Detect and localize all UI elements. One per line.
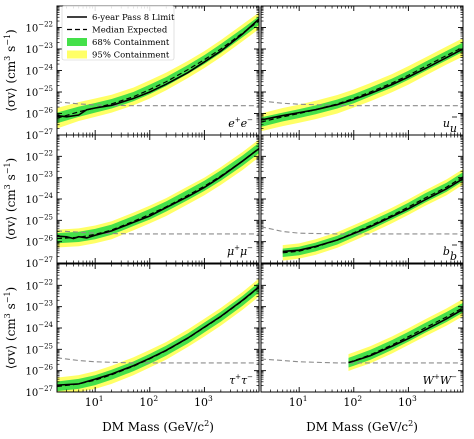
y-axis-label: ⟨σv⟩ (cm3 s−1) <box>3 29 18 112</box>
y-tick-label: 10−27 <box>25 128 53 142</box>
y-axis-label: ⟨σv⟩ (cm3 s−1) <box>3 158 18 241</box>
panel-6: 101 102 103 W+W− <box>260 263 464 409</box>
x-tick-label: 101 <box>289 394 308 409</box>
limit-line <box>57 18 259 118</box>
y-tick-label: 10−25 <box>25 342 53 356</box>
thermal-relic-line <box>57 101 259 107</box>
y-tick-label: 10−26 <box>25 107 53 121</box>
legend-swatch-68 <box>67 38 87 46</box>
x-tick-label: 102 <box>139 394 158 409</box>
panel-4: bb <box>260 134 464 264</box>
x-tick-label: 103 <box>194 394 213 409</box>
panel-1: 10−27 10−26 10−25 10−24 10−23 10−22 e+e− <box>25 5 260 142</box>
channel-label: W+W− <box>423 373 458 387</box>
channel-label: μ+μ− <box>227 244 253 258</box>
legend-swatch-95 <box>67 50 87 59</box>
y-tick-label: 10−22 <box>25 21 53 35</box>
median-expected-line <box>57 147 259 240</box>
legend-label: 95% Containment <box>92 51 170 61</box>
thermal-relic-line <box>57 230 259 235</box>
plot-area <box>57 12 259 129</box>
y-axis-label: ⟨σv⟩ (cm3 s−1) <box>3 287 18 370</box>
limit-line <box>282 177 463 253</box>
y-tick-label: 10−22 <box>25 278 53 292</box>
thermal-relic-line <box>261 226 463 235</box>
y-tick-label: 10−25 <box>25 213 53 227</box>
thermal-relic-line <box>57 357 259 364</box>
y-tick-label: 10−23 <box>25 300 53 314</box>
limit-line <box>57 147 259 240</box>
band-68-containment <box>348 302 463 368</box>
legend-label: 68% Containment <box>92 38 170 48</box>
legend-item: 68% Containment <box>67 38 170 48</box>
x-tick-label: 103 <box>398 394 417 409</box>
legend-item: 6-year Pass 8 Limit <box>67 13 175 23</box>
y-tick-label: 10−27 <box>25 385 53 399</box>
y-tick-label: 10−25 <box>25 85 53 99</box>
channel-label: e+e− <box>228 116 253 130</box>
x-tick-label: 102 <box>343 394 362 409</box>
band-95-containment <box>282 169 463 261</box>
band-68-containment <box>57 142 259 244</box>
plot-area <box>57 278 259 392</box>
y-tick-label: 10−27 <box>25 256 53 270</box>
channel-label: τ+τ− <box>229 373 253 387</box>
y-tick-label: 10−26 <box>25 235 53 249</box>
band-68-containment <box>282 172 463 258</box>
y-tick-label: 10−23 <box>25 171 53 185</box>
plot-area <box>57 139 259 248</box>
y-tick-label: 10−24 <box>25 321 53 335</box>
legend: 6-year Pass 8 Limit Median Expected 68% Co… <box>61 5 175 61</box>
legend-label: Median Expected <box>92 26 168 36</box>
y-tick-label: 10−26 <box>25 364 53 378</box>
legend-box <box>61 5 175 61</box>
panel-2: uu <box>260 5 464 136</box>
panel-5: 10−27 10−26 10−25 10−24 10−23 10−22 101 102 103 τ… <box>25 263 260 409</box>
panel-3: 10−27 10−26 10−25 10−24 10−23 10−22 μ+μ− <box>25 134 260 270</box>
band-68-containment <box>57 282 259 392</box>
channel-label: uu <box>443 117 457 135</box>
legend-label: 6-year Pass 8 Limit <box>92 13 175 23</box>
x-tick-label: 101 <box>85 394 104 409</box>
median-expected-line <box>261 46 463 123</box>
band-95-containment <box>57 12 259 129</box>
limit-line <box>348 308 463 364</box>
x-axis-label: DM Mass (GeV/c2) <box>102 419 214 434</box>
y-tick-label: 10−24 <box>25 192 53 206</box>
channel-label: bb <box>443 245 457 263</box>
y-tick-label: 10−22 <box>25 149 53 163</box>
panel-frame <box>56 263 260 393</box>
limit-line <box>57 286 259 386</box>
legend-item: Median Expected <box>67 26 168 36</box>
y-tick-label: 10−23 <box>25 42 53 56</box>
limit-line <box>261 48 463 121</box>
x-axis-label: DM Mass (GeV/c2) <box>306 419 418 434</box>
plot-area <box>261 169 463 261</box>
legend-item: 95% Containment <box>67 50 170 61</box>
plot-area <box>261 298 463 372</box>
plot-area <box>261 38 463 132</box>
thermal-relic-line <box>261 358 463 364</box>
band-68-containment <box>261 42 463 127</box>
y-tick-label: 10−24 <box>25 64 53 78</box>
